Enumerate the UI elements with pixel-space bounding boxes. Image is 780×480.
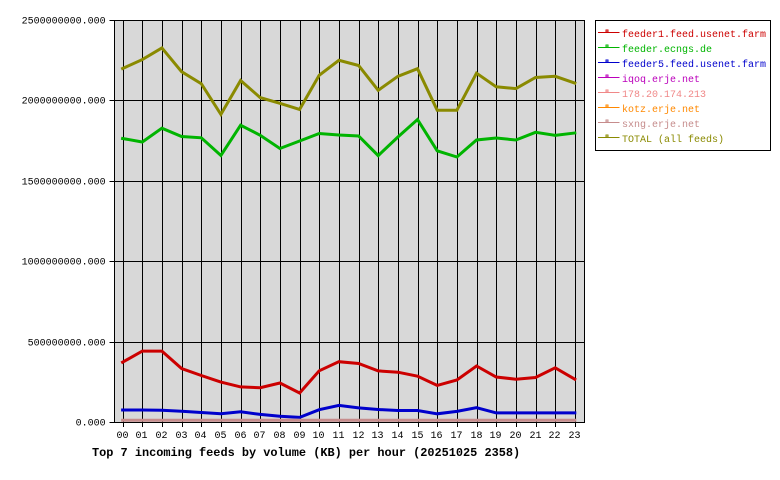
svg-text:05: 05 <box>214 431 226 442</box>
svg-text:09: 09 <box>293 431 305 442</box>
svg-text:07: 07 <box>253 431 265 442</box>
svg-text:08: 08 <box>273 431 285 442</box>
svg-text:01: 01 <box>135 431 147 442</box>
svg-text:TOTAL (all feeds): TOTAL (all feeds) <box>622 134 724 146</box>
svg-text:2000000000.000: 2000000000.000 <box>22 97 106 108</box>
svg-text:Top 7 incoming feeds by volume: Top 7 incoming feeds by volume (KB) per … <box>92 446 520 460</box>
svg-text:22: 22 <box>548 431 560 442</box>
svg-text:sxng.erje.net: sxng.erje.net <box>622 119 700 131</box>
svg-text:17: 17 <box>450 431 462 442</box>
svg-text:18: 18 <box>470 431 482 442</box>
svg-text:1500000000.000: 1500000000.000 <box>22 178 106 189</box>
svg-text:0.000: 0.000 <box>76 419 106 430</box>
svg-text:iqoq.erje.net: iqoq.erje.net <box>622 74 700 86</box>
svg-text:16: 16 <box>430 431 442 442</box>
svg-text:11: 11 <box>332 431 344 442</box>
svg-text:04: 04 <box>194 431 206 442</box>
svg-text:1000000000.000: 1000000000.000 <box>22 258 106 269</box>
svg-text:20: 20 <box>509 431 521 442</box>
svg-text:2500000000.000: 2500000000.000 <box>22 17 106 28</box>
svg-text:10: 10 <box>312 431 324 442</box>
svg-text:19: 19 <box>489 431 501 442</box>
svg-text:feeder.ecngs.de: feeder.ecngs.de <box>622 44 712 56</box>
svg-text:23: 23 <box>568 431 580 442</box>
svg-text:15: 15 <box>411 431 423 442</box>
svg-text:kotz.erje.net: kotz.erje.net <box>622 104 700 116</box>
svg-text:13: 13 <box>371 431 383 442</box>
svg-text:21: 21 <box>529 431 541 442</box>
svg-text:feeder5.feed.usenet.farm: feeder5.feed.usenet.farm <box>622 59 766 71</box>
svg-text:12: 12 <box>352 431 364 442</box>
svg-text:03: 03 <box>175 431 187 442</box>
svg-text:06: 06 <box>234 431 246 442</box>
svg-text:178.20.174.213: 178.20.174.213 <box>622 90 706 101</box>
svg-text:500000000.000: 500000000.000 <box>28 339 106 350</box>
svg-text:00: 00 <box>116 431 128 442</box>
svg-text:14: 14 <box>391 431 403 442</box>
svg-text:feeder1.feed.usenet.farm: feeder1.feed.usenet.farm <box>622 29 766 41</box>
svg-text:02: 02 <box>155 431 167 442</box>
